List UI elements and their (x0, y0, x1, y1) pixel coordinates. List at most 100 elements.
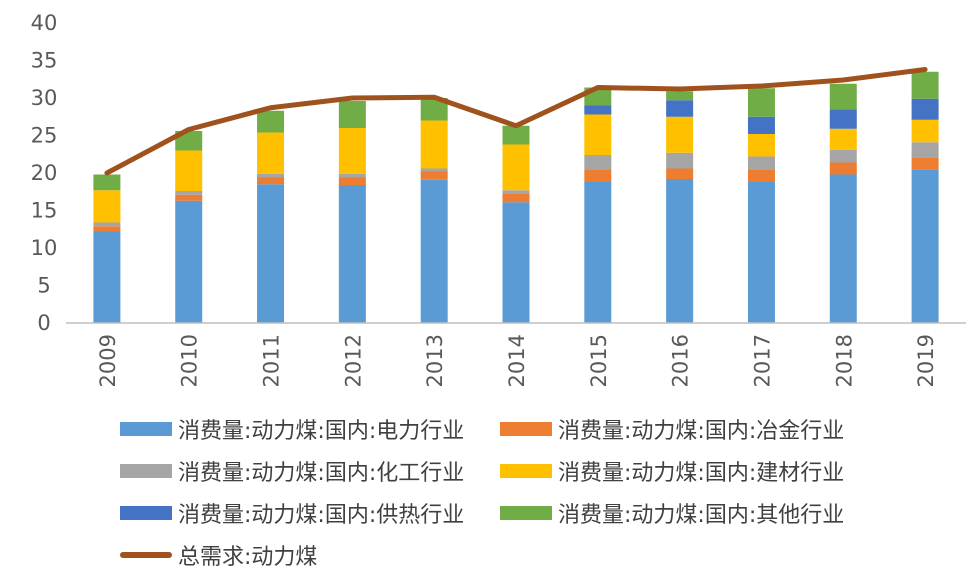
bar-segment (420, 179, 448, 323)
bar-segment (502, 125, 530, 145)
bar-segment (338, 128, 366, 174)
total-demand-line (104, 67, 928, 176)
legend: 消费量:动力煤:国内:电力行业 消费量:动力煤:国内:冶金行业 消费量:动力煤:… (120, 408, 960, 576)
x-tick-label: 2015 (587, 334, 611, 387)
bar-segment (420, 98, 448, 121)
bar-segment (747, 88, 775, 117)
y-tick-label: 30 (31, 86, 58, 110)
x-tick-label: 2013 (423, 334, 447, 387)
y-tick-label: 10 (31, 236, 58, 260)
bar-segment (666, 116, 694, 153)
bar-segment (175, 150, 203, 191)
bar-segment (93, 190, 121, 223)
bar-segment (257, 132, 285, 174)
bar-segment (747, 134, 775, 157)
bar-segment (666, 179, 694, 323)
legend-line-total-demand (120, 552, 172, 558)
bar-segment (338, 177, 366, 185)
bar-segment (829, 128, 857, 150)
x-tick-label: 2016 (669, 334, 693, 387)
x-tick-label: 2018 (832, 334, 856, 387)
y-tick-label: 0 (37, 311, 50, 335)
bar-segment (93, 222, 121, 227)
legend-item-metallurgy: 消费量:动力煤:国内:冶金行业 (500, 413, 880, 445)
y-tick-label: 15 (31, 199, 58, 223)
bar-segment (747, 116, 775, 134)
legend-label-other: 消费量:动力煤:国内:其他行业 (558, 503, 845, 528)
chart: 0 5 10 15 20 25 30 35 40 2009 2010 2011 2012 2013 201… (31, 11, 966, 387)
legend-label-chemical: 消费量:动力煤:国内:化工行业 (178, 461, 465, 486)
y-tick-label: 25 (31, 124, 58, 148)
x-tick-label: 2010 (178, 334, 202, 387)
bar-segment (257, 173, 285, 178)
bar-segment (829, 162, 857, 175)
legend-swatch-heating (120, 506, 172, 520)
legend-swatch-building-materials (500, 464, 552, 478)
bar-segment (502, 202, 530, 323)
x-tick-label: 2017 (750, 334, 774, 387)
legend-swatch-power (120, 422, 172, 436)
y-tick-label: 40 (31, 11, 58, 35)
bar-segment (175, 200, 203, 323)
legend-item-building-materials: 消费量:动力煤:国内:建材行业 (500, 455, 880, 487)
bar-segment (829, 83, 857, 110)
bar-segment (911, 98, 939, 120)
bar-segment (666, 168, 694, 179)
bar-segment (829, 109, 857, 129)
bar-segment (584, 170, 612, 182)
bar-segment (584, 182, 612, 323)
legend-item-total-demand: 总需求:动力煤 (120, 539, 500, 571)
bar-segment (747, 156, 775, 170)
legend-item-chemical: 消费量:动力煤:国内:化工行业 (120, 455, 500, 487)
legend-item-heating: 消费量:动力煤:国内:供热行业 (120, 497, 500, 529)
bar-segment (420, 120, 448, 169)
x-tick-label: 2009 (96, 334, 120, 387)
stacked-bars (93, 71, 939, 323)
bar-segment (257, 184, 285, 323)
legend-row: 消费量:动力煤:国内:电力行业 消费量:动力煤:国内:冶金行业 (120, 408, 960, 450)
bar-segment (257, 177, 285, 185)
legend-item-other: 消费量:动力煤:国内:其他行业 (500, 497, 880, 529)
legend-label-power: 消费量:动力煤:国内:电力行业 (178, 419, 465, 444)
legend-swatch-metallurgy (500, 422, 552, 436)
bar-segment (584, 105, 612, 115)
bar-segment (747, 182, 775, 323)
x-tick-label: 2012 (341, 334, 365, 387)
bar-segment (666, 91, 694, 101)
bar-segment (338, 173, 366, 178)
bar-segment (911, 71, 939, 99)
bar-segment (338, 101, 366, 128)
y-tick-label: 5 (37, 274, 50, 298)
y-axis-ticks: 0 5 10 15 20 25 30 35 40 (31, 11, 58, 335)
bar-segment (420, 168, 448, 172)
bar-segment (502, 194, 530, 203)
x-axis-ticks: 2009 2010 2011 2012 2013 2014 2015 2016 2017 2018… (96, 334, 938, 387)
bar-segment (257, 110, 285, 133)
legend-label-building-materials: 消费量:动力煤:国内:建材行业 (558, 461, 845, 486)
bar-segment (666, 152, 694, 169)
bar-segment (584, 155, 612, 170)
bar-segment (93, 231, 121, 323)
bar-segment (829, 149, 857, 163)
legend-label-total-demand: 总需求:动力煤 (178, 545, 318, 570)
legend-row: 总需求:动力煤 (120, 534, 960, 576)
x-tick-label: 2014 (505, 334, 529, 387)
legend-row: 消费量:动力煤:国内:供热行业 消费量:动力煤:国内:其他行业 (120, 492, 960, 534)
bar-segment (911, 119, 939, 143)
total-demand-polyline (104, 67, 928, 176)
bar-segment (666, 100, 694, 117)
bar-segment (829, 174, 857, 323)
bar-segment (93, 174, 121, 191)
x-tick-label: 2011 (260, 334, 284, 387)
bar-segment (911, 169, 939, 323)
bar-segment (502, 190, 530, 194)
x-tick-label: 2019 (914, 334, 938, 387)
bar-segment (420, 171, 448, 180)
bar-segment (911, 142, 939, 158)
legend-row: 消费量:动力煤:国内:化工行业 消费量:动力煤:国内:建材行业 (120, 450, 960, 492)
legend-label-heating: 消费量:动力煤:国内:供热行业 (178, 503, 465, 528)
y-tick-label: 35 (31, 49, 58, 73)
y-tick-label: 20 (31, 161, 58, 185)
legend-swatch-other (500, 506, 552, 520)
bar-segment (584, 114, 612, 155)
